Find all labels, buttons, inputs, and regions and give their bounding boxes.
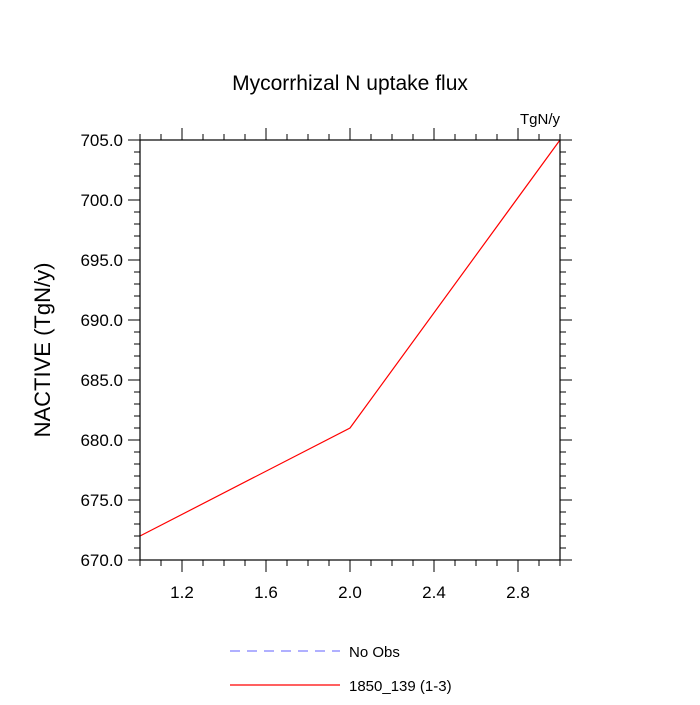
legend-label: No Obs bbox=[349, 644, 400, 661]
y-tick-label: 705.0 bbox=[80, 131, 123, 150]
legend: No Obs 1850_139 (1-3) bbox=[230, 644, 452, 695]
x-tick-label: 2.4 bbox=[422, 583, 446, 602]
legend-label: 1850_139 (1-3) bbox=[349, 678, 452, 695]
series-line bbox=[139, 139, 561, 537]
y-tick-label: 680.0 bbox=[80, 431, 123, 450]
x-tick-label: 2.0 bbox=[338, 583, 362, 602]
y-axis-label: NACTIVE (TgN/y) bbox=[30, 263, 55, 438]
x-tick-label: 1.2 bbox=[170, 583, 194, 602]
x-tick-label: 2.8 bbox=[506, 583, 530, 602]
y-tick-label: 675.0 bbox=[80, 491, 123, 510]
y-tick-label: 700.0 bbox=[80, 191, 123, 210]
ticks-layer: 670.0 675.0 680.0 685.0 690.0 695.0 700.0 705.0… bbox=[80, 128, 572, 602]
plot-frame bbox=[139, 139, 561, 561]
chart-title: Mycorrhizal N uptake flux bbox=[232, 72, 468, 95]
series-layer bbox=[139, 139, 561, 537]
units-label: TgN/y bbox=[520, 111, 561, 128]
y-tick-label: 695.0 bbox=[80, 251, 123, 270]
x-tick-label: 1.6 bbox=[254, 583, 278, 602]
y-tick-label: 670.0 bbox=[80, 551, 123, 570]
y-tick-label: 690.0 bbox=[80, 311, 123, 330]
y-tick-label: 685.0 bbox=[80, 371, 123, 390]
